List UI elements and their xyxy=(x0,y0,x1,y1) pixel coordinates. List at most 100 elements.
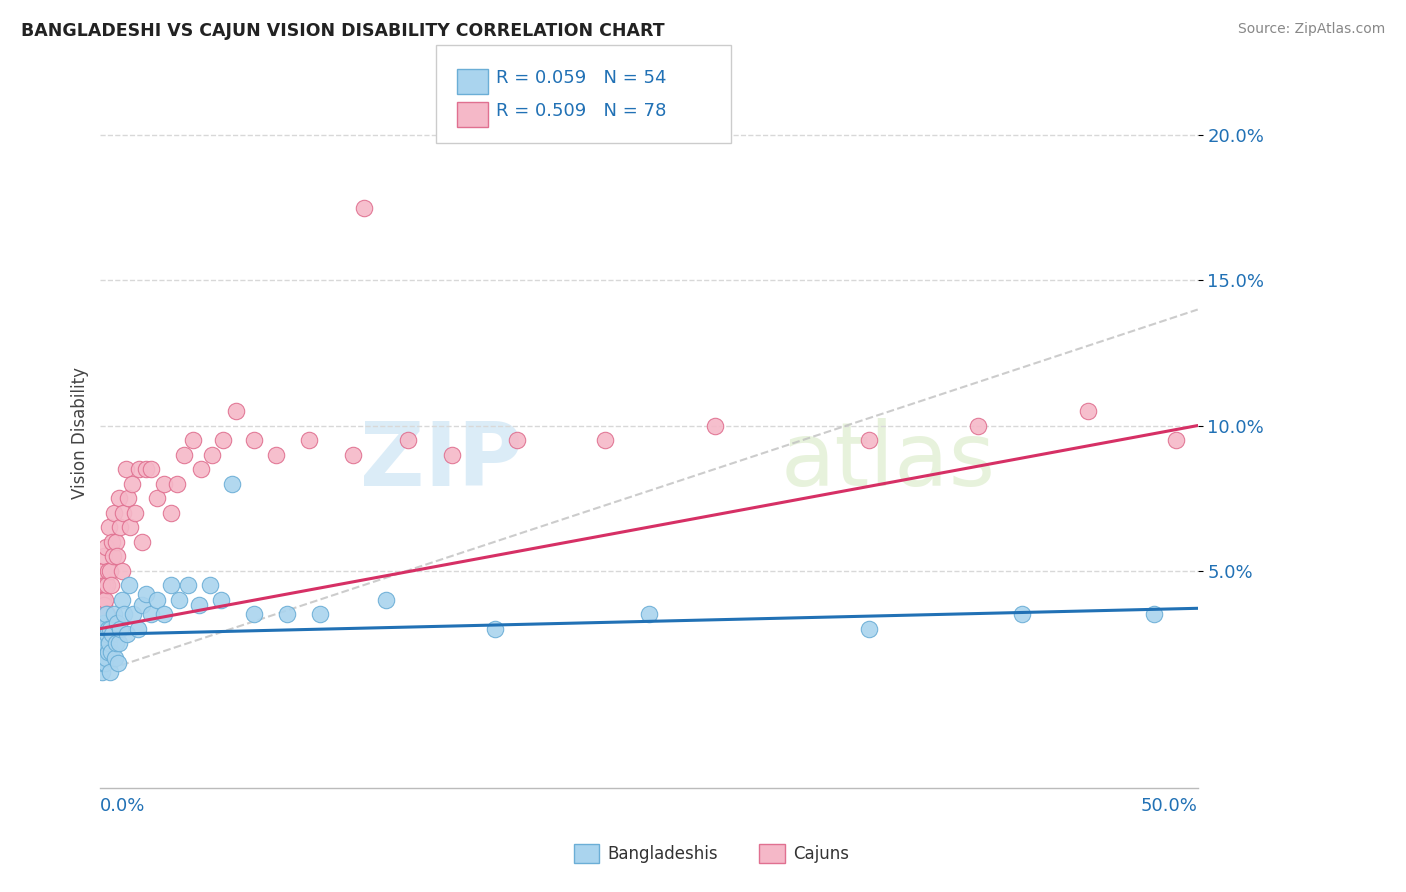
Point xyxy=(1143,607,1166,621)
Point xyxy=(108,622,131,636)
Point xyxy=(396,433,419,447)
Point xyxy=(131,599,153,613)
Point xyxy=(103,607,125,621)
Point xyxy=(173,448,195,462)
Text: BANGLADESHI VS CAJUN VISION DISABILITY CORRELATION CHART: BANGLADESHI VS CAJUN VISION DISABILITY C… xyxy=(21,22,665,40)
Point xyxy=(146,491,169,505)
Point xyxy=(100,578,122,592)
Text: atlas: atlas xyxy=(780,417,995,505)
Point xyxy=(209,592,232,607)
Point xyxy=(114,607,136,621)
Point xyxy=(139,607,162,621)
Point xyxy=(440,448,463,462)
Point xyxy=(201,448,224,462)
Point xyxy=(638,607,661,621)
Point xyxy=(506,433,529,447)
Point xyxy=(101,549,124,563)
Point xyxy=(159,506,181,520)
Point xyxy=(225,404,247,418)
Point xyxy=(94,541,117,555)
Text: Source: ZipAtlas.com: Source: ZipAtlas.com xyxy=(1237,22,1385,37)
Point xyxy=(298,433,321,447)
Point xyxy=(107,491,129,505)
Point xyxy=(90,636,112,650)
Point xyxy=(93,578,115,592)
Point xyxy=(115,627,138,641)
Point xyxy=(94,650,117,665)
Point xyxy=(98,520,121,534)
Point xyxy=(858,622,880,636)
Point xyxy=(91,592,114,607)
Point xyxy=(112,506,135,520)
Y-axis label: Vision Disability: Vision Disability xyxy=(72,367,89,499)
Point xyxy=(139,462,162,476)
Point xyxy=(122,607,145,621)
Text: 0.0%: 0.0% xyxy=(100,797,146,815)
Point xyxy=(93,645,115,659)
Point xyxy=(967,418,990,433)
Point xyxy=(108,520,131,534)
Point xyxy=(212,433,235,447)
Point xyxy=(858,433,880,447)
Point xyxy=(91,622,114,636)
Point xyxy=(121,476,143,491)
Point xyxy=(108,636,131,650)
Point xyxy=(198,578,221,592)
Point xyxy=(97,564,120,578)
Point xyxy=(374,592,396,607)
Point xyxy=(169,592,191,607)
Point xyxy=(188,599,211,613)
Point xyxy=(101,534,124,549)
Point xyxy=(104,534,127,549)
Point xyxy=(93,657,115,671)
Point xyxy=(96,607,118,621)
Point xyxy=(107,657,129,671)
Point xyxy=(127,622,149,636)
Point xyxy=(146,592,169,607)
Point xyxy=(153,476,176,491)
Point xyxy=(342,448,364,462)
Point xyxy=(90,607,112,621)
Point xyxy=(135,462,157,476)
Point xyxy=(90,578,112,592)
Point xyxy=(91,622,114,636)
Point xyxy=(177,578,200,592)
Point xyxy=(93,636,115,650)
Point xyxy=(243,607,266,621)
Point xyxy=(98,665,121,679)
Point xyxy=(135,587,157,601)
Point xyxy=(100,622,122,636)
Text: Bangladeshis: Bangladeshis xyxy=(607,845,718,863)
Point xyxy=(91,564,114,578)
Point xyxy=(91,665,114,679)
Point xyxy=(484,622,506,636)
Point xyxy=(308,607,330,621)
Point xyxy=(124,506,146,520)
Point xyxy=(97,622,120,636)
Point xyxy=(94,592,117,607)
Point xyxy=(98,636,121,650)
Point xyxy=(264,448,287,462)
Point xyxy=(131,534,153,549)
Point xyxy=(114,462,136,476)
Point xyxy=(96,578,118,592)
Point xyxy=(111,592,134,607)
Point xyxy=(353,201,375,215)
Point xyxy=(118,520,141,534)
Point xyxy=(1164,433,1187,447)
Text: Cajuns: Cajuns xyxy=(793,845,849,863)
Point xyxy=(103,506,125,520)
Point xyxy=(97,645,120,659)
Point xyxy=(190,462,212,476)
Point xyxy=(93,599,115,613)
Point xyxy=(181,433,204,447)
Point xyxy=(90,650,112,665)
Point xyxy=(221,476,243,491)
Point xyxy=(703,418,725,433)
Point xyxy=(94,657,117,671)
Point xyxy=(96,607,118,621)
Point xyxy=(1077,404,1099,418)
Point xyxy=(101,627,124,641)
Text: R = 0.509   N = 78: R = 0.509 N = 78 xyxy=(496,103,666,120)
Point xyxy=(96,627,118,641)
